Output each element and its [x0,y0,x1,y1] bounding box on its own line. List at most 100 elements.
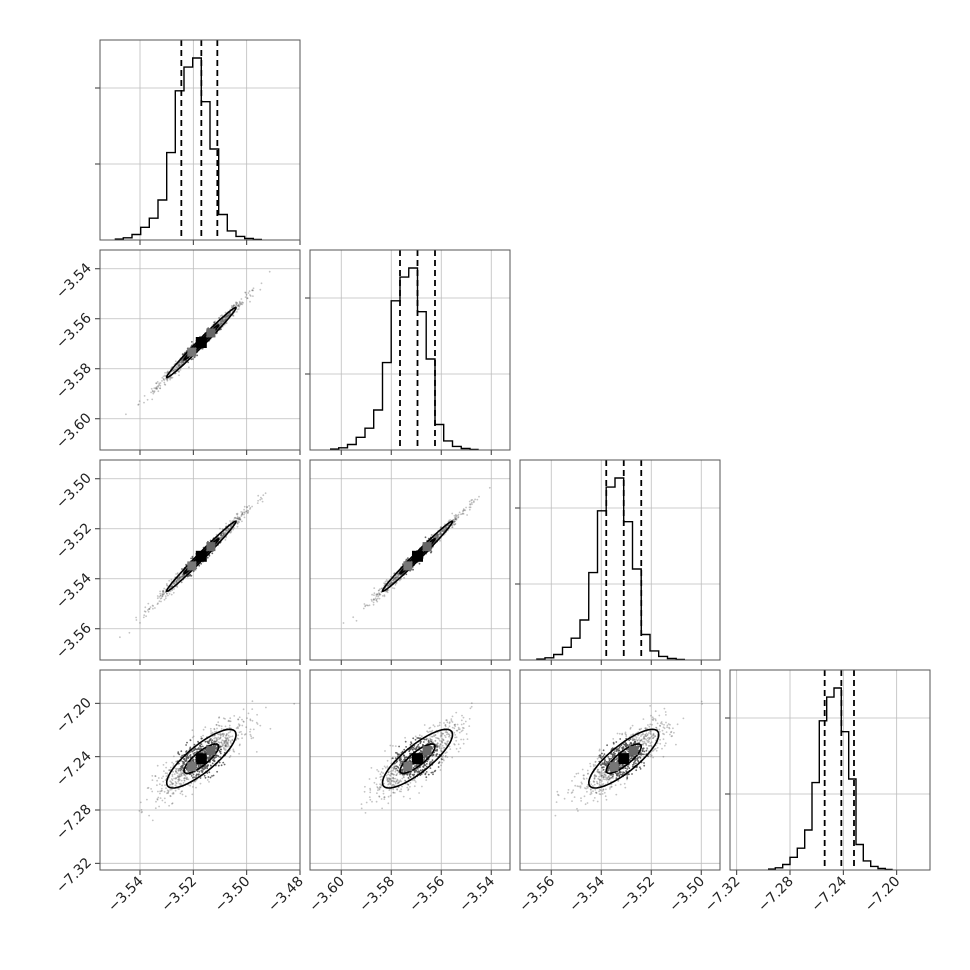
sample-point [167,594,169,597]
sample-point [230,525,233,528]
sample-point [457,743,460,746]
density-peak-0 [412,753,423,765]
sample-point [220,533,223,536]
sample-point [379,776,382,779]
sample-point [235,517,238,520]
sample-point [268,270,271,273]
panel-frame [99,249,301,451]
sample-point [164,597,167,600]
sample-point [352,616,355,619]
sample-point [469,506,472,509]
sample-point [240,302,243,305]
sample-point [224,532,227,535]
sample-point [172,369,175,371]
sample-point [166,789,169,792]
sample-point [155,387,158,390]
contour-2sigma [165,520,237,592]
sample-point [448,725,451,728]
sample-point [166,792,168,795]
sample-point [455,739,458,742]
sample-point [222,533,225,536]
sample-point [152,392,155,395]
sample-point [376,792,378,795]
sample-point [180,362,183,365]
sample-point [439,769,442,771]
sample-point [185,750,188,752]
sample-point [223,316,226,319]
sample-point [178,364,181,366]
sample-point [601,793,604,795]
sample-point [128,631,131,634]
sample-point [409,797,411,800]
sample-point [574,784,577,787]
sample-point [174,780,177,783]
sample-point [239,518,241,520]
sample-point [217,721,220,724]
sample-point [146,798,148,801]
y-tick-label: −3.58 [53,360,95,402]
sample-point [468,508,471,511]
sample-point [171,773,174,776]
sample-point [242,720,245,723]
sample-point [183,777,186,780]
sample-point [172,791,175,794]
sample-point [252,728,255,731]
sample-point [220,534,223,537]
sample-point [257,494,260,497]
sample-point [171,589,173,591]
sample-point [259,288,262,291]
sample-point [170,593,173,596]
sample-point [172,591,175,594]
sample-point [239,301,242,304]
sample-point [240,514,243,516]
sample-point [163,379,166,381]
sample-point [192,786,194,788]
sample-point [392,788,395,791]
sample-point [243,511,246,513]
sample-point [170,376,173,379]
sample-point [259,498,262,501]
sample-point [152,605,155,607]
sample-point [445,731,448,733]
sample-point [431,739,433,741]
sample-point [178,576,181,579]
sample-point [377,789,379,792]
sample-point [237,738,240,740]
sample-point [173,369,175,372]
sample-point [226,742,229,744]
sample-point [181,359,184,361]
sample-point [391,784,394,786]
sample-point [401,761,404,763]
sample-point [206,767,209,770]
sample-point [161,595,164,598]
sample-point [225,536,227,539]
sample-point [229,520,232,522]
sample-point [372,603,375,606]
sample-point [363,603,366,605]
sample-point [381,595,384,597]
sample-point [236,522,239,525]
sample-point [216,770,219,773]
sample-point [433,734,435,737]
sample-point [655,749,658,752]
sample-point [234,516,237,519]
sample-point [443,722,445,724]
sample-point [202,734,205,737]
sample-point [224,725,227,728]
sample-point [179,792,182,795]
sample-point [226,314,228,317]
sample-point [379,593,382,596]
sample-point [369,791,372,794]
sample-point [379,783,381,786]
sample-point [176,366,178,369]
sample-point [431,534,433,536]
sample-point [241,724,244,727]
sample-point [401,770,404,772]
sample-point [186,741,188,744]
sample-point [436,737,439,740]
sample-point [227,528,230,531]
sample-point [378,787,381,790]
sample-point [171,585,174,588]
sample-point [238,305,241,308]
sample-point [232,315,235,317]
